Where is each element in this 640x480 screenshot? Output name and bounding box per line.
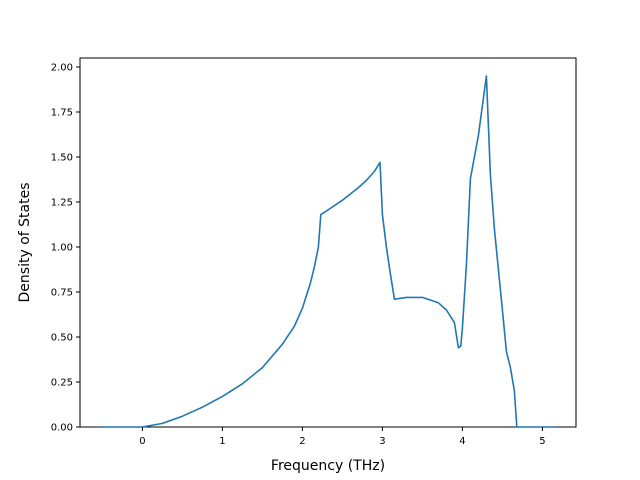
- y-tick-label: 1.25: [51, 198, 73, 209]
- y-tick-label: 0.75: [51, 288, 73, 299]
- y-tick-label: 1.50: [51, 153, 73, 164]
- y-tick-label: 0.50: [51, 333, 73, 344]
- y-axis-ticks: 0.00 0.25 0.50 0.75 1.00 1.25 1.50 1.75 2.00: [51, 63, 80, 434]
- x-tick-label: 3: [379, 436, 385, 447]
- x-axis-label: Frequency (THz): [271, 458, 385, 474]
- y-tick-label: 1.00: [51, 243, 73, 254]
- y-tick-label: 1.75: [51, 108, 73, 119]
- y-axis-label: Density of States: [17, 183, 33, 303]
- x-tick-label: 5: [539, 436, 545, 447]
- y-tick-label: 2.00: [51, 63, 73, 74]
- series-layer: [102, 75, 555, 428]
- axes-frame: [79, 57, 577, 428]
- x-axis-ticks: 0 1 2 3 4 5: [139, 427, 546, 447]
- x-tick-label: 1: [219, 436, 225, 447]
- x-tick-label: 2: [299, 436, 305, 447]
- x-tick-label: 4: [459, 436, 465, 447]
- dos-series-line-0: [102, 75, 555, 428]
- plot-area: [79, 57, 577, 428]
- x-tick-label: 0: [139, 436, 145, 447]
- y-tick-label: 0.25: [51, 378, 73, 389]
- y-tick-label: 0.00: [51, 423, 73, 434]
